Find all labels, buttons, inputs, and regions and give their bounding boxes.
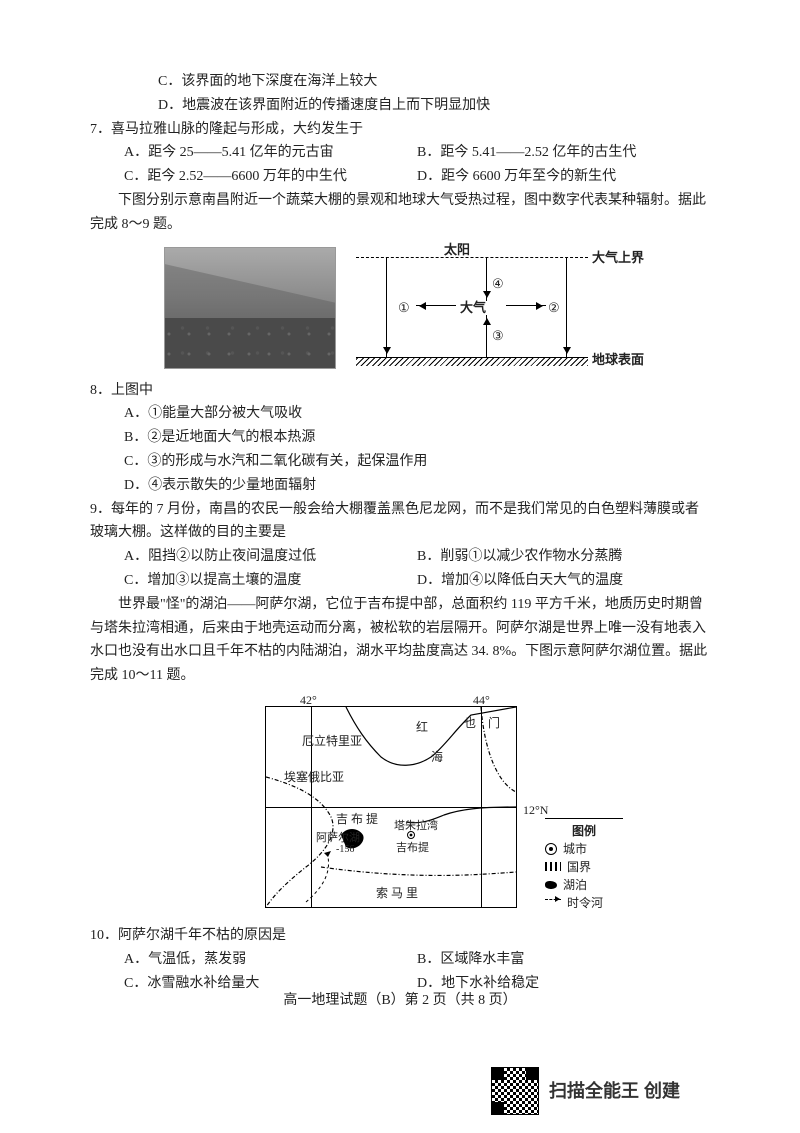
map-tadjoura: 塔朱拉湾 <box>394 817 438 836</box>
lake-icon <box>545 881 557 889</box>
legend-city: 城市 <box>563 840 587 858</box>
top-label: 大气上界 <box>592 247 644 269</box>
circ-2: ② <box>548 297 560 319</box>
q9-options: A．阻挡②以防止夜间温度过低 B．削弱①以减少农作物水分蒸腾 C．增加③以提高土… <box>90 545 710 593</box>
q9-option-c: C．增加③以提高土壤的温度 <box>124 569 417 593</box>
city-icon <box>545 843 557 855</box>
q7-option-b: B．距今 5.41——2.52 亿年的古生代 <box>417 141 710 165</box>
q7-stem: 7．喜马拉雅山脉的隆起与形成，大约发生于 <box>90 118 710 142</box>
q9-option-a: A．阻挡②以防止夜间温度过低 <box>124 545 417 569</box>
q7-option-d: D．距今 6600 万年至今的新生代 <box>417 165 710 189</box>
map-yemen: 也 门 <box>464 713 500 733</box>
q8-option-a: A．①能量大部分被大气吸收 <box>90 402 710 426</box>
map-djibouti-region: 吉 布 提 <box>336 809 378 829</box>
legend-border: 国界 <box>567 858 591 876</box>
q9-option-d: D．增加④以降低白天大气的温度 <box>417 569 710 593</box>
qr-icon <box>491 1067 539 1115</box>
q10-stem: 10．阿萨尔湖千年不枯的原因是 <box>90 924 710 948</box>
scanner-watermark: 扫描全能王 创建 <box>491 1067 680 1115</box>
map-legend: 图例 城市 国界 湖泊 时令河 <box>545 818 623 912</box>
passage-b: 世界最"怪"的湖泊——阿萨尔湖，它位于吉布提中部，总面积约 119 平方千米，地… <box>90 593 710 688</box>
greenhouse-photo <box>164 247 336 369</box>
q8-option-d: D．④表示散失的少量地面辐射 <box>90 474 710 498</box>
scanner-text: 扫描全能王 创建 <box>549 1076 680 1107</box>
map-depth: -156 <box>336 841 354 858</box>
q6-option-d: D．地震波在该界面附近的传播速度自上而下明显加快 <box>90 94 710 118</box>
ground-label: 地球表面 <box>592 349 644 371</box>
figure-row: 太阳 大气上界 大气 ① ② ③ ④ 地球表面 <box>90 243 710 373</box>
circ-1: ① <box>398 297 410 319</box>
q9-stem: 9．每年的 7 月份，南昌的农民一般会给大棚覆盖黑色尼龙网，而不是我们常见的白色… <box>90 498 710 546</box>
page-footer: 高一地理试题（B）第 2 页（共 8 页） <box>0 989 800 1013</box>
q10-option-a: A．气温低，蒸发弱 <box>124 948 417 972</box>
atmosphere-diagram: 太阳 大气上界 大气 ① ② ③ ④ 地球表面 <box>356 243 636 373</box>
q7-option-a: A．距今 25——5.41 亿年的元古宙 <box>124 141 417 165</box>
passage-a: 下图分别示意南昌附近一个蔬菜大棚的景观和地球大气受热过程，图中数字代表某种辐射。… <box>90 189 710 237</box>
q10-options: A．气温低，蒸发弱 B．区域降水丰富 C．冰雪融水补给量大 D．地下水补给稳定 <box>90 948 710 996</box>
circ-4: ④ <box>492 273 504 295</box>
legend-title: 图例 <box>545 822 623 840</box>
assal-map: 42° 44° 12°N 厄立特里亚 埃塞俄比亚 红 海 也 门 <box>255 692 545 922</box>
exam-page: C．该界面的地下深度在海洋上较大 D．地震波在该界面附近的传播速度自上而下明显加… <box>0 0 800 1133</box>
legend-river: 时令河 <box>567 894 603 912</box>
q10-option-b: B．区域降水丰富 <box>417 948 710 972</box>
q7-options: A．距今 25——5.41 亿年的元古宙 B．距今 5.41——2.52 亿年的… <box>90 141 710 189</box>
legend-lake: 湖泊 <box>563 876 587 894</box>
map-ethiopia: 埃塞俄比亚 <box>284 767 344 787</box>
q6-option-c: C．该界面的地下深度在海洋上较大 <box>90 70 710 94</box>
map-eritrea: 厄立特里亚 <box>302 731 362 751</box>
map-somalia: 索 马 里 <box>376 883 418 903</box>
q8-stem: 8．上图中 <box>90 379 710 403</box>
map-redsea: 红 <box>416 717 428 737</box>
q9-option-b: B．削弱①以减少农作物水分蒸腾 <box>417 545 710 569</box>
map-redsea2: 海 <box>431 747 443 767</box>
map-frame: 厄立特里亚 埃塞俄比亚 红 海 也 门 吉 布 提 塔朱拉湾 阿萨尔湖 -156… <box>265 706 517 908</box>
map-djibouti-city: 吉布提 <box>396 839 429 858</box>
mid-label: 大气 <box>460 297 486 319</box>
circ-3: ③ <box>492 325 504 347</box>
border-icon <box>545 862 561 871</box>
q8-option-c: C．③的形成与水汽和二氧化碳有关，起保温作用 <box>90 450 710 474</box>
q7-option-c: C．距今 2.52——6600 万年的中生代 <box>124 165 417 189</box>
river-icon <box>545 899 561 906</box>
q8-option-b: B．②是近地面大气的根本热源 <box>90 426 710 450</box>
